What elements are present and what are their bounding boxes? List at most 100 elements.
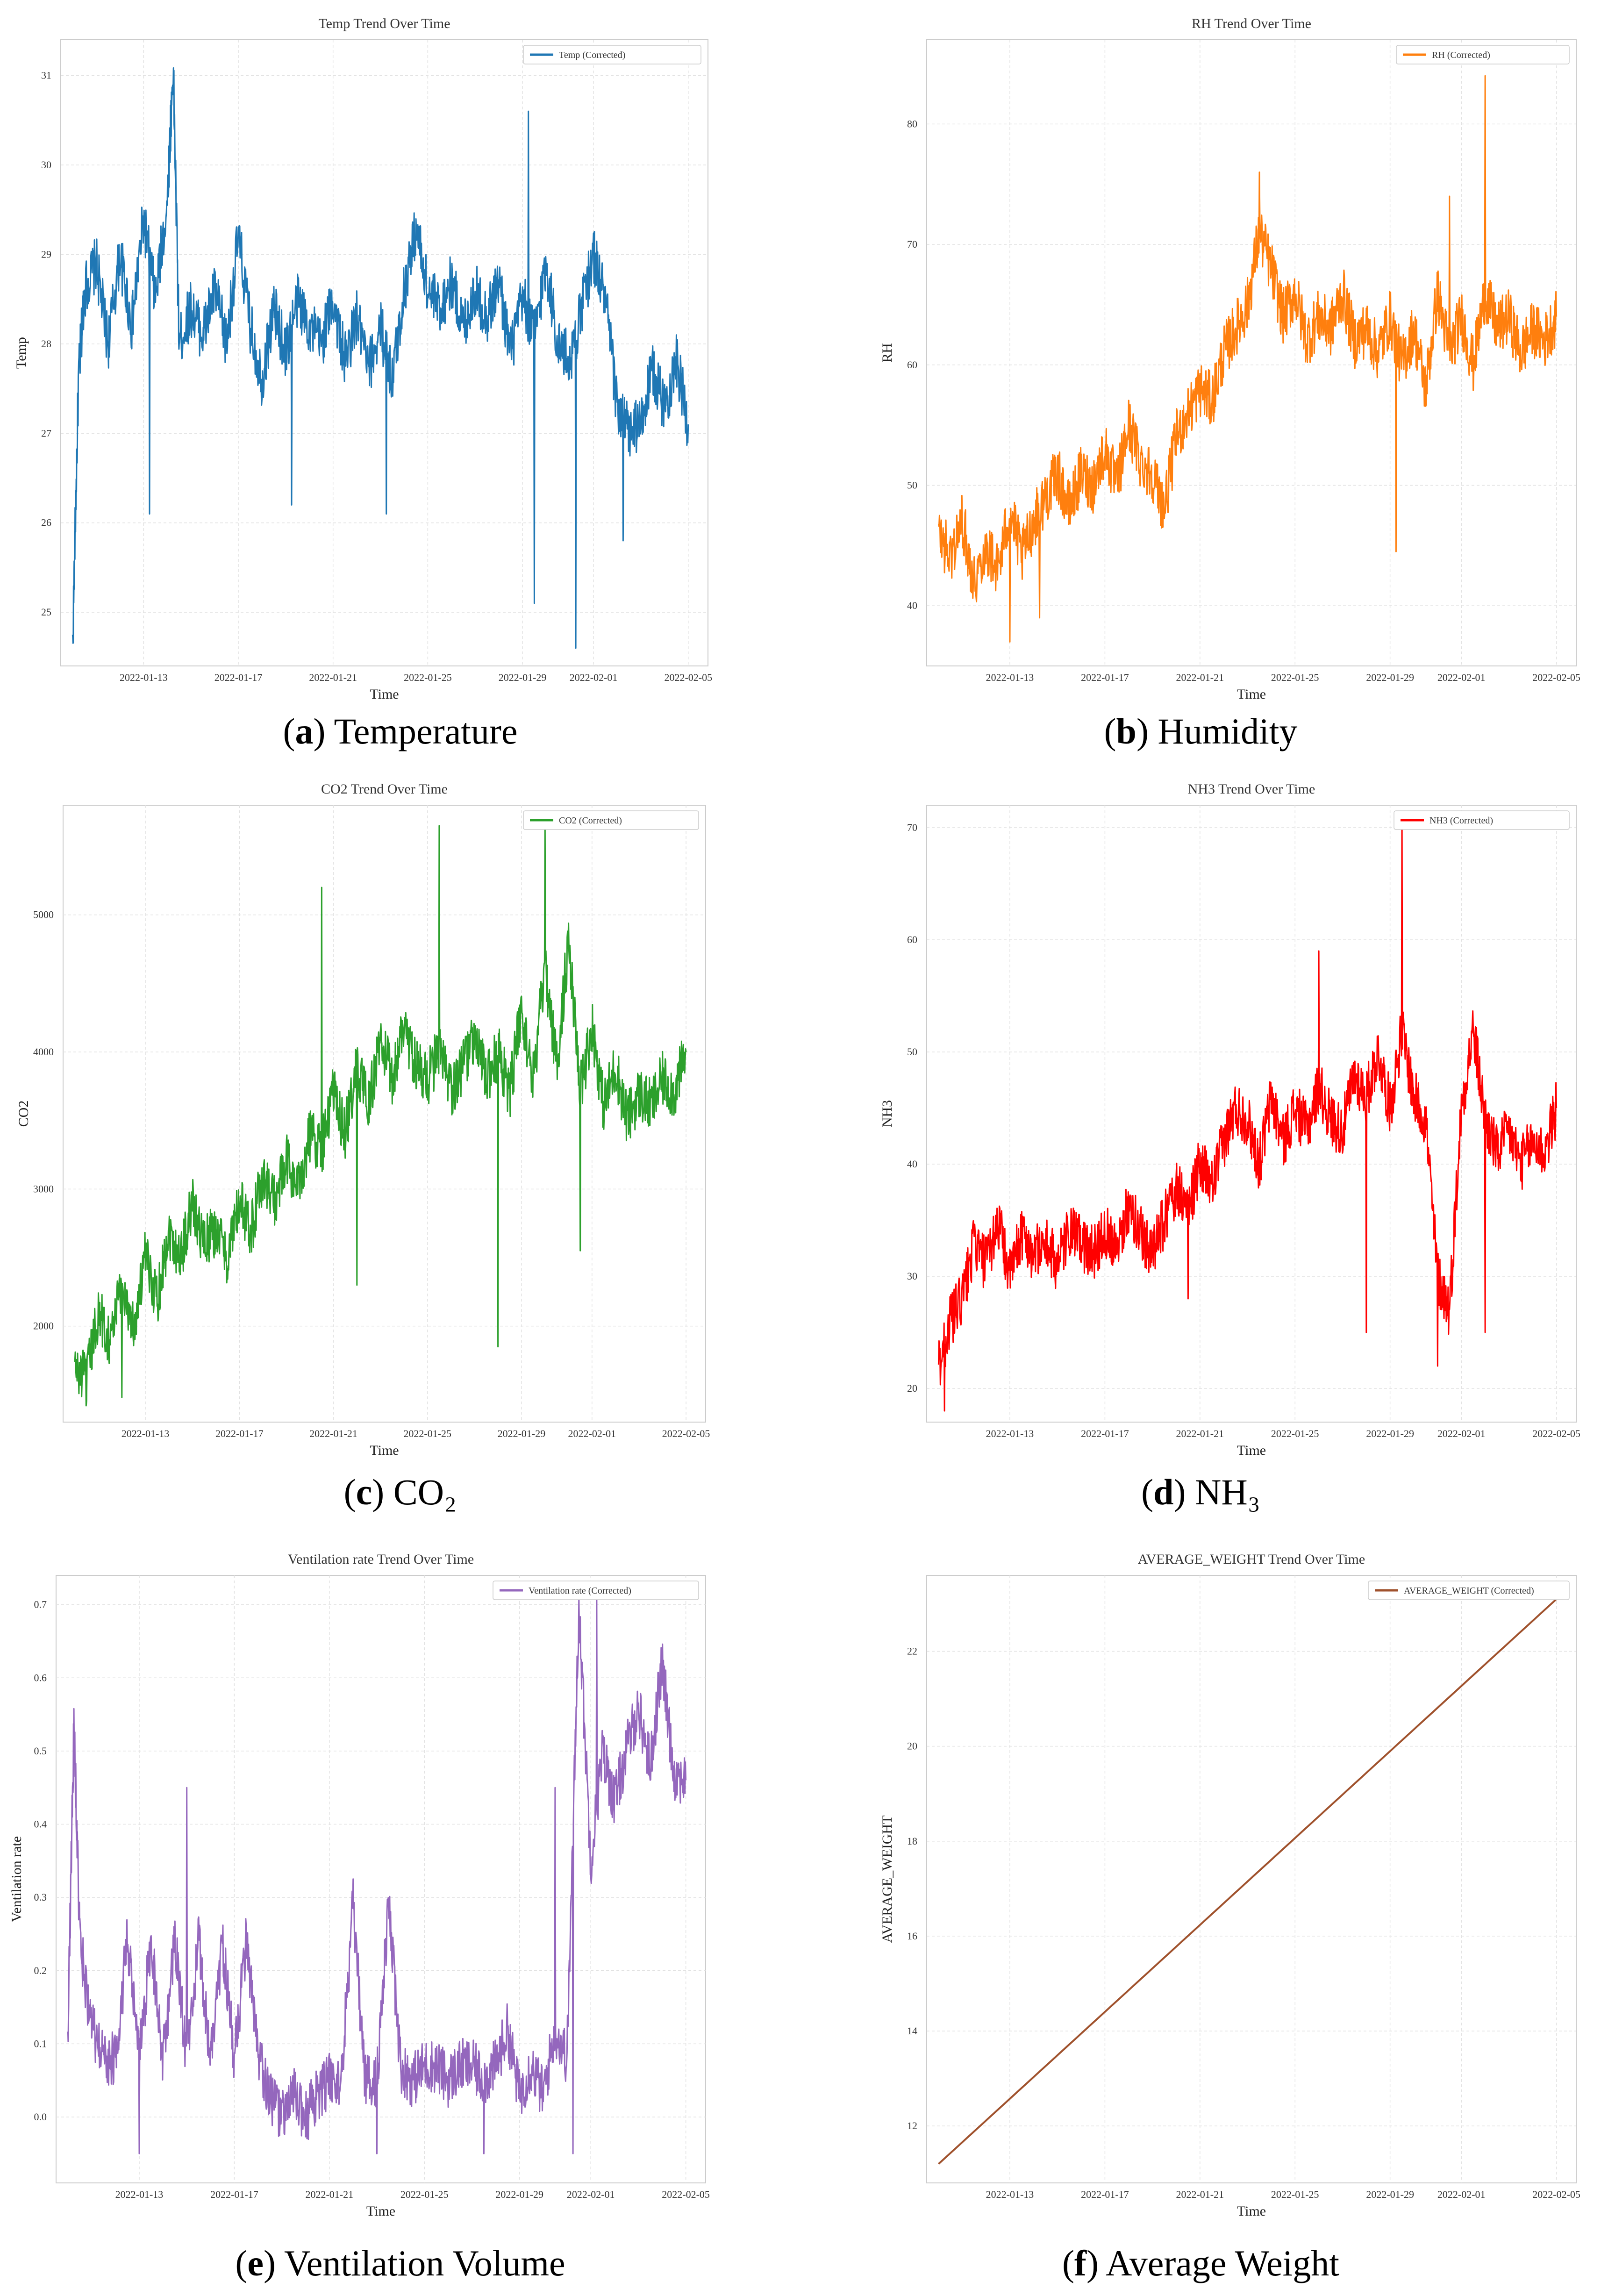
x-tick-label: 2022-01-13 [115, 2189, 164, 2200]
series-line [71, 67, 689, 649]
y-tick-label: 16 [907, 1930, 917, 1942]
legend-label: Ventilation rate (Corrected) [529, 1586, 631, 1596]
x-tick-label: 2022-01-29 [1366, 2189, 1414, 2200]
y-tick-label: 30 [41, 159, 51, 171]
y-tick-label: 0.1 [34, 2038, 47, 2049]
y-tick-label: 2000 [33, 1320, 54, 1332]
caption-letter: c [356, 1472, 372, 1512]
y-axis-label: Temp [14, 337, 29, 369]
y-tick-label: 31 [41, 70, 51, 81]
y-tick-label: 20 [907, 1740, 917, 1752]
series-0 [71, 67, 689, 649]
x-tick-label: 2022-02-05 [662, 1428, 710, 1439]
y-tick-label: 14 [907, 2025, 917, 2037]
legend-label: AVERAGE_WEIGHT (Corrected) [1404, 1586, 1534, 1596]
x-tick-label: 2022-02-05 [1532, 672, 1580, 683]
plot-frame [926, 39, 1577, 666]
x-tick-label: 2022-01-21 [309, 1428, 357, 1439]
series-line [938, 1598, 1557, 2165]
x-axis-label: Time [370, 1443, 399, 1458]
y-tick-label: 18 [907, 1835, 917, 1847]
y-axis-label: RH [879, 343, 895, 363]
x-tick-label: 2022-01-17 [215, 1428, 264, 1439]
y-axis-label: Ventilation rate [9, 1836, 24, 1922]
y-tick-label: 25 [41, 606, 51, 618]
x-tick-label: 2022-01-25 [1271, 1428, 1319, 1439]
x-tick-label: 2022-01-29 [495, 2189, 543, 2200]
series-0 [937, 75, 1558, 643]
plot-frame [56, 1575, 706, 2183]
y-tick-label: 0.3 [34, 1891, 47, 1903]
x-tick-label: 2022-01-29 [499, 672, 547, 683]
nh3-chart: 2022-01-13 2022-01-17 2022-01-21 2022-01-25… [879, 781, 1580, 1458]
x-tick-label: 2022-01-17 [1081, 1428, 1129, 1439]
legend-box [1394, 810, 1570, 830]
x-tick-label: 2022-02-05 [662, 2189, 710, 2200]
y-tick-label: 60 [907, 359, 917, 371]
x-tick-label: 2022-01-17 [214, 672, 263, 683]
x-tick-label: 2022-01-13 [122, 1428, 170, 1439]
caption-average-weight: (f) Average Weight [1062, 2243, 1339, 2283]
x-tick-label: 2022-01-13 [986, 672, 1034, 683]
average-weight-chart: 2022-01-13 2022-01-17 2022-01-21 2022-01-25… [879, 1552, 1580, 2219]
y-tick-label: 5000 [33, 909, 54, 921]
x-tick-label: 2022-02-01 [1437, 672, 1486, 683]
series-line [937, 815, 1558, 1412]
y-tick-label: 12 [907, 2120, 917, 2131]
caption-letter: d [1153, 1472, 1174, 1512]
caption-letter: a [295, 711, 314, 751]
x-tick-label: 2022-01-21 [1176, 1428, 1224, 1439]
caption-humidity: (b) Humidity [1104, 711, 1298, 751]
x-tick-label: 2022-02-05 [1532, 1428, 1580, 1439]
x-tick-label: 2022-01-13 [120, 672, 168, 683]
y-tick-label: 22 [907, 1645, 917, 1657]
legend-label: CO2 (Corrected) [559, 815, 622, 826]
rh-chart: 2022-01-13 2022-01-17 2022-01-21 2022-01-25… [879, 16, 1580, 702]
y-tick-label: 70 [907, 822, 917, 833]
caption-letter: e [247, 2243, 264, 2283]
y-tick-label: 29 [41, 248, 51, 260]
x-axis-label: Time [366, 2203, 395, 2219]
caption-letter: b [1116, 711, 1136, 751]
caption-text: CO₂ [393, 1472, 457, 1512]
series-line [937, 75, 1558, 643]
x-tick-label: 2022-02-05 [664, 672, 712, 683]
y-tick-label: 50 [907, 1046, 917, 1058]
x-tick-label: 2022-01-29 [498, 1428, 546, 1439]
x-tick-label: 2022-01-17 [1081, 672, 1129, 683]
y-tick-label: 60 [907, 934, 917, 945]
x-tick-label: 2022-01-25 [1271, 2189, 1319, 2200]
x-tick-label: 2022-02-05 [1532, 2189, 1580, 2200]
x-tick-label: 2022-01-17 [1081, 2189, 1129, 2200]
x-tick-label: 2022-01-17 [210, 2189, 258, 2200]
y-tick-label: 40 [907, 1158, 917, 1170]
y-axis-label: CO2 [16, 1101, 31, 1127]
caption-text: NH₃ [1195, 1472, 1260, 1512]
legend-label: RH (Corrected) [1432, 50, 1490, 60]
x-axis-label: Time [1237, 2203, 1266, 2219]
panel-average-weight: 2022-01-13 2022-01-17 2022-01-21 2022-01-25… [800, 1531, 1601, 2296]
chart-title: NH3 Trend Over Time [1188, 781, 1315, 797]
x-tick-label: 2022-02-01 [1437, 1428, 1486, 1439]
chart-title: AVERAGE_WEIGHT Trend Over Time [1138, 1552, 1365, 1567]
y-tick-label: 4000 [33, 1046, 54, 1058]
chart-title: RH Trend Over Time [1192, 16, 1311, 31]
x-axis-label: Time [1237, 687, 1266, 702]
y-tick-label: 50 [907, 479, 917, 491]
x-tick-label: 2022-01-13 [986, 2189, 1034, 2200]
x-tick-label: 2022-01-21 [305, 2189, 353, 2200]
caption-letter: f [1074, 2243, 1086, 2283]
y-tick-label: 28 [41, 338, 51, 350]
series-0 [67, 1596, 687, 2154]
x-axis-label: Time [1237, 1443, 1266, 1458]
x-tick-label: 2022-01-25 [400, 2189, 449, 2200]
panel-humidity: 2022-01-13 2022-01-17 2022-01-21 2022-01-25… [800, 0, 1601, 765]
plot-frame [926, 805, 1577, 1423]
legend-box [1368, 1581, 1570, 1600]
series-0 [74, 825, 687, 1407]
series-0 [937, 815, 1558, 1412]
y-tick-label: 0.2 [34, 1965, 47, 1976]
x-tick-label: 2022-02-01 [1437, 2189, 1486, 2200]
panel-temperature: 2022-01-13 2022-01-17 2022-01-21 2022-01-25… [0, 0, 800, 765]
x-tick-label: 2022-01-29 [1366, 1428, 1414, 1439]
